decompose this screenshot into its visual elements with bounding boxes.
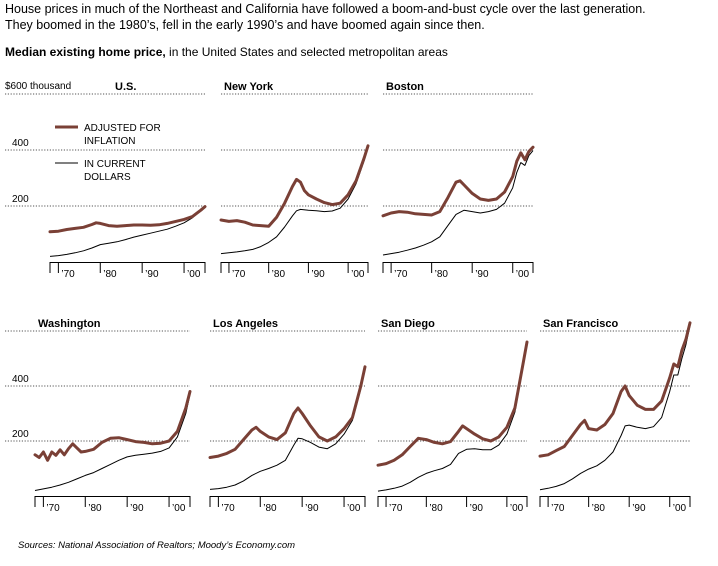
panel-6-x-tick-label-1990: ’90 [632, 503, 646, 514]
panel-4-x-tick-label-1990: ’90 [305, 503, 319, 514]
panel-6-x-tick-label-1980: ’80 [592, 503, 606, 514]
panel-0-x-tick-label-1970: ’70 [61, 269, 75, 280]
panel-0-title: U.S. [115, 81, 136, 93]
panel-2-series-adjusted-line [381, 145, 535, 218]
panel-0-x-tick-label-1980: ’80 [103, 269, 117, 280]
panel-5-x-tick-label-2000: ’00 [510, 503, 524, 514]
intro-line-2: They boomed in the 1980’s, fell in the e… [5, 18, 485, 32]
panel-4-series-current-line [209, 368, 366, 490]
panel-4-x-tick-label-1980: ’80 [263, 503, 277, 514]
intro-line-1: House prices in much of the Northeast an… [5, 2, 646, 16]
panel-5-series-current-line [377, 343, 528, 492]
panel-4-series-adjusted-line [208, 365, 367, 459]
panel-1-title: New York [224, 81, 274, 93]
panel-3-y-label-400: 400 [12, 374, 29, 385]
chart-title-rest: in the United States and selected metrop… [165, 45, 448, 59]
panel-2-title: Boston [386, 81, 424, 93]
panel-5-x-tick-label-1980: ’80 [429, 503, 443, 514]
panel-0-y-top-label: $600 thousand [5, 81, 71, 92]
panel-0-series-current-line [49, 206, 206, 257]
chart-title-bold: Median existing home price, [5, 45, 166, 59]
chart-title: Median existing home price, in the Unite… [5, 45, 448, 59]
panel-2-series-current-line [382, 150, 534, 256]
panel-5-x-tick-label-1990: ’90 [470, 503, 484, 514]
panel-0-x-tick-label-2000: ’00 [187, 269, 201, 280]
panel-2-x-tick-label-1970: ’70 [394, 269, 408, 280]
panel-3-series-current-line [34, 394, 191, 491]
legend-adjusted-label-2: INFLATION [84, 136, 135, 147]
panel-1-x-tick-label-1980: ’80 [272, 269, 286, 280]
legend-current-label-2: DOLLARS [84, 172, 131, 183]
panel-0-y-label-200: 200 [12, 194, 29, 205]
panel-3-x-tick-label-1990: ’90 [130, 503, 144, 514]
panel-5-series-adjusted-line [376, 340, 529, 467]
panel-0-series-adjusted-line [48, 205, 207, 234]
panel-3-x-tick-label-1970: ’70 [46, 503, 60, 514]
panel-4-x-tick-label-2000: ’00 [347, 503, 361, 514]
panel-5-x-tick-label-1970: ’70 [389, 503, 403, 514]
panel-2-x-tick-label-1980: ’80 [435, 269, 449, 280]
intro-text: House prices in much of the Northeast an… [5, 1, 713, 33]
panel-6-x-tick-label-2000: ’00 [673, 503, 687, 514]
source-note: Sources: National Association of Realtor… [18, 540, 296, 551]
legend-current-label-1: IN CURRENT [84, 159, 146, 170]
panel-1-x-tick-label-1990: ’90 [311, 269, 325, 280]
panel-1-series-adjusted-line [219, 144, 370, 228]
panel-2-x-tick-label-2000: ’00 [516, 269, 530, 280]
panel-3-series-adjusted-line [33, 390, 192, 462]
panel-0-y-label-400: 400 [12, 138, 29, 149]
panel-3-y-label-200: 200 [12, 429, 29, 440]
panel-2-x-tick-label-1990: ’90 [475, 269, 489, 280]
panel-1-x-tick-label-1970: ’70 [232, 269, 246, 280]
panel-4-title: Los Angeles [213, 318, 278, 330]
panel-3-title: Washington [38, 318, 101, 330]
panel-1-x-tick-label-2000: ’00 [351, 269, 365, 280]
panel-3-x-tick-label-1980: ’80 [88, 503, 102, 514]
panel-3-x-tick-label-2000: ’00 [172, 503, 186, 514]
panel-6-series-adjusted-line [538, 321, 692, 458]
panel-6-x-tick-label-1970: ’70 [551, 503, 565, 514]
panel-6-series-current-line [539, 325, 691, 491]
panel-5-title: San Diego [381, 318, 435, 330]
panel-6-title: San Francisco [543, 318, 618, 330]
panel-0-x-tick-label-1990: ’90 [145, 269, 159, 280]
panel-1-series-current-line [220, 147, 369, 255]
legend-adjusted-label-1: ADJUSTED FOR [84, 123, 161, 134]
panel-4-x-tick-label-1970: ’70 [221, 503, 235, 514]
